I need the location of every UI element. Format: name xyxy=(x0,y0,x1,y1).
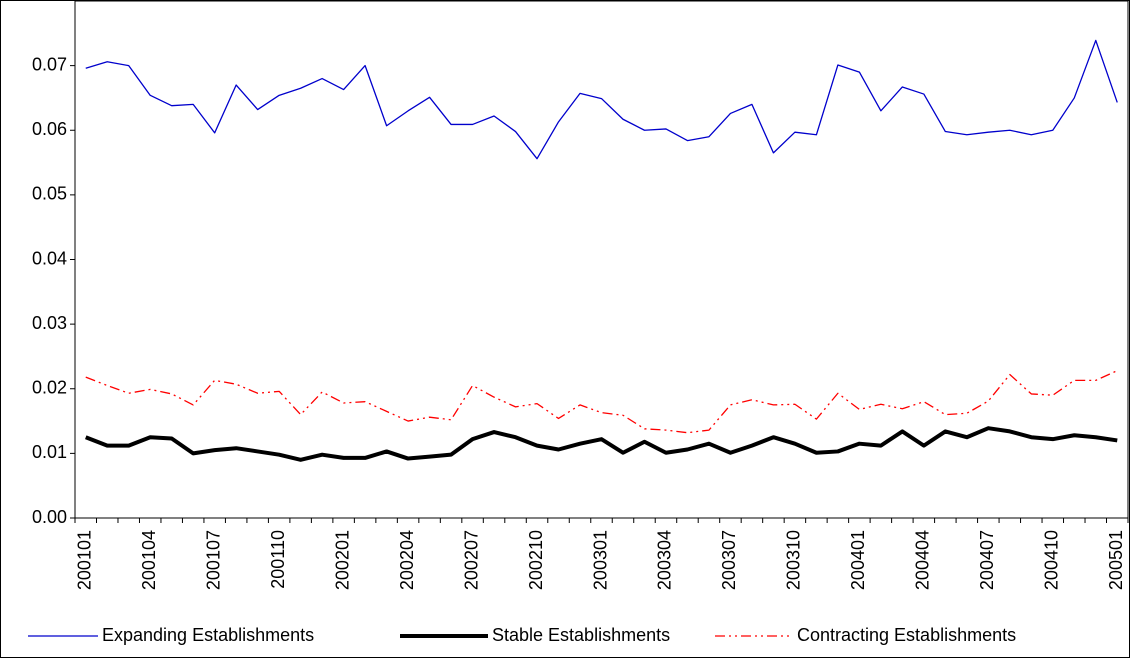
series-line xyxy=(85,426,1118,462)
x-tick-label: 200204 xyxy=(397,530,417,590)
y-tick-label: 0.00 xyxy=(32,507,67,527)
legend-label: Expanding Establishments xyxy=(102,625,314,645)
x-tick-label: 200401 xyxy=(848,530,868,590)
x-tick-label: 200110 xyxy=(268,530,288,589)
legend-label: Contracting Establishments xyxy=(797,625,1016,645)
x-tick-label: 200304 xyxy=(655,530,675,590)
x-tick-label: 200101 xyxy=(74,530,94,590)
y-tick-label: 0.05 xyxy=(32,184,67,204)
x-tick-label: 200310 xyxy=(784,530,804,590)
x-tick-label: 200207 xyxy=(461,530,481,590)
y-tick-label: 0.07 xyxy=(32,54,67,74)
legend-label: Stable Establishments xyxy=(492,625,670,645)
series-line xyxy=(85,370,1118,434)
y-tick-label: 0.04 xyxy=(32,248,67,268)
y-tick-label: 0.06 xyxy=(32,119,67,139)
x-tick-label: 200104 xyxy=(139,530,159,590)
y-tick-label: 0.01 xyxy=(32,442,67,462)
x-tick-label: 200301 xyxy=(590,530,610,590)
x-tick-label: 200404 xyxy=(913,530,933,590)
y-tick-label: 0.02 xyxy=(32,378,67,398)
x-tick-label: 200201 xyxy=(332,530,352,590)
x-tick-label: 200410 xyxy=(1042,530,1062,590)
y-tick-label: 0.03 xyxy=(32,313,67,333)
series-line xyxy=(85,39,1118,160)
x-tick-label: 200210 xyxy=(526,530,546,590)
x-tick-label: 200107 xyxy=(203,530,223,590)
x-tick-label: 200501 xyxy=(1106,530,1126,590)
x-tick-label: 200307 xyxy=(719,530,739,590)
x-tick-label: 200407 xyxy=(977,530,997,590)
